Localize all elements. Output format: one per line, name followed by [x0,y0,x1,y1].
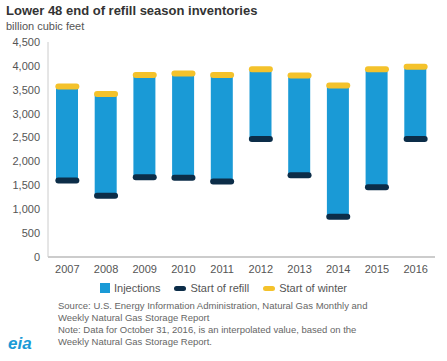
html-text:Weekly Natural Gas Storage Rep: Weekly Natural Gas Storage Report. [58,336,212,347]
svg-text:4,000: 4,000 [12,60,40,72]
svg-text:3,500: 3,500 [12,84,40,96]
html-text:Lower 48 end of refill season: Lower 48 end of refill season inventorie… [6,3,258,18]
svg-text:1,000: 1,000 [12,203,40,215]
svg-text:2014: 2014 [326,263,350,275]
svg-text:4,500: 4,500 [12,36,40,48]
svg-text:2015: 2015 [365,263,389,275]
html-text:Start of refill: Start of refill [190,282,250,294]
html-text:Start of winter: Start of winter [279,282,347,294]
html-text:Note: Data for October 31, 201: Note: Data for October 31, 2016, is an i… [58,324,357,335]
svg-text:2012: 2012 [249,263,273,275]
svg-text:2009: 2009 [133,263,157,275]
svg-text:1,500: 1,500 [12,179,40,191]
svg-text:500: 500 [22,227,40,239]
html-text:Source: U.S. Energy Informatio: Source: U.S. Energy Information Administ… [58,300,368,311]
svg-text:3,000: 3,000 [12,108,40,120]
svg-text:2016: 2016 [403,263,427,275]
svg-text:2007: 2007 [55,263,79,275]
svg-text:2,000: 2,000 [12,155,40,167]
svg-text:2010: 2010 [171,263,195,275]
html-text:Injections: Injections [114,282,161,294]
svg-text:0: 0 [34,251,40,263]
html-text:Weekly Natural Gas Storage Rep: Weekly Natural Gas Storage Report [58,312,210,323]
html-text:billion cubic feet: billion cubic feet [6,20,85,32]
svg-text:2013: 2013 [287,263,311,275]
html-text:eia: eia [8,334,32,353]
svg-text:2011: 2011 [210,263,234,275]
svg-text:2008: 2008 [94,263,118,275]
svg-text:2,500: 2,500 [12,131,40,143]
